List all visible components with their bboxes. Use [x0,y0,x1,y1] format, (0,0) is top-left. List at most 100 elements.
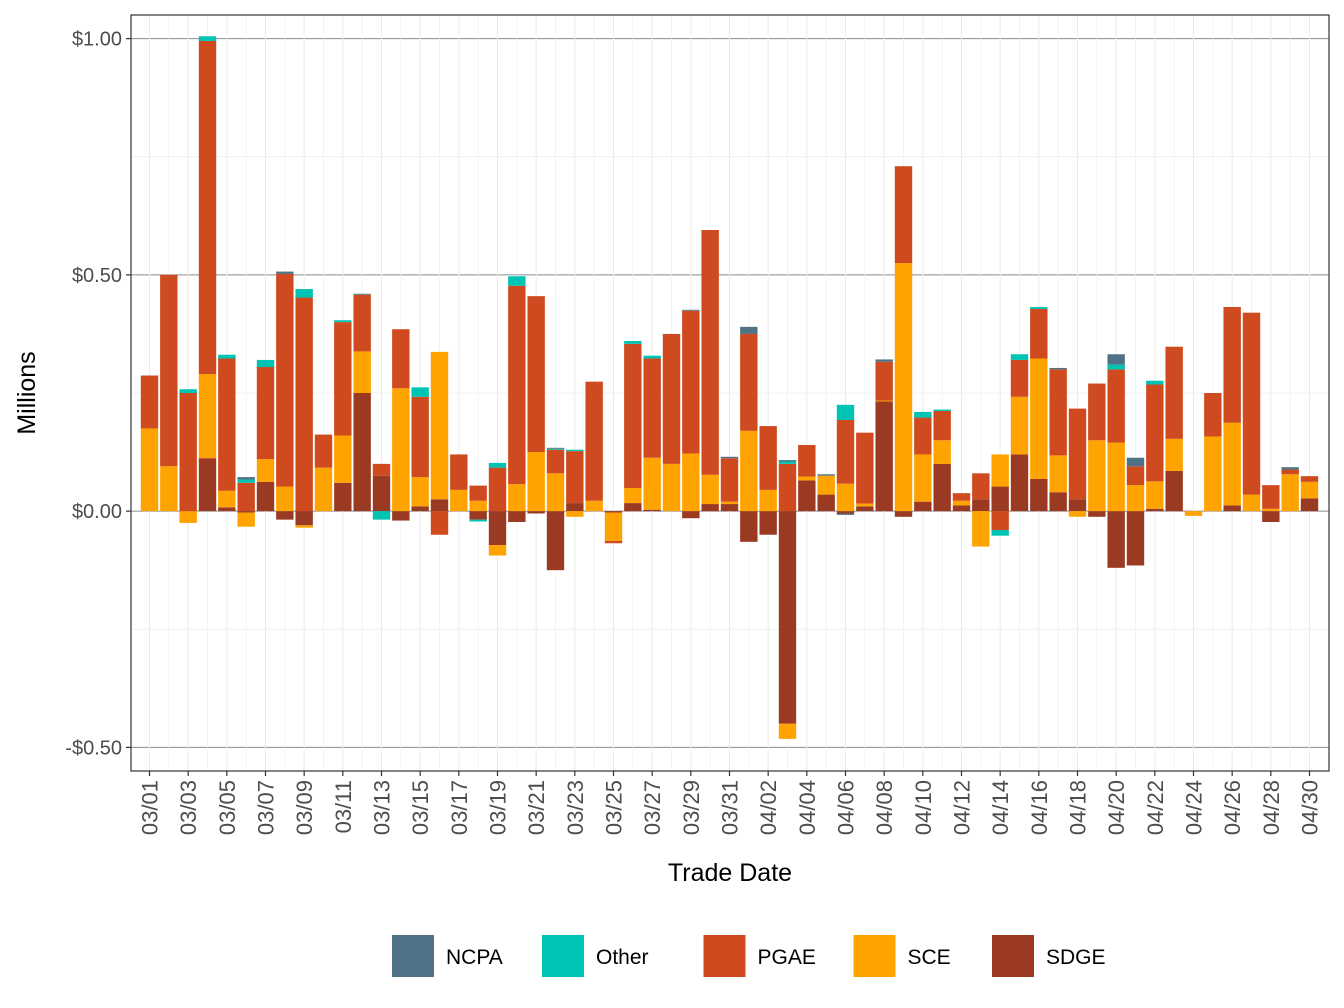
bar-segment-pgae-04-30 [1300,476,1319,482]
bar-segment-sdge-03-25 [604,511,623,513]
bar-segment-sce-03-08 [276,486,294,512]
bar-segment-pgae-03-27 [643,358,661,458]
legend-key-pgae [703,935,746,977]
bar-segment-pgae-03-20 [508,285,526,485]
bar-segment-sce-04-23 [1165,438,1183,471]
bar-segment-pgae-04-21 [1126,466,1145,486]
x-tick-label: 04/08 [872,780,897,835]
bar-segment-other-04-03 [778,461,797,464]
x-axis: 03/01 03/03 03/05 03/07 03/09 03/11 03/13 03/15… [138,771,1323,835]
bar-segment-pgae-03-16 [430,511,449,535]
bar-segment-sce-04-14 [991,454,1009,487]
bar-segment-sce-04-04 [798,476,816,481]
x-tick-label: 04/10 [911,780,936,835]
bar-segment-sce-04-02 [759,489,777,512]
x-tick-label: 03/29 [679,780,704,835]
bar-segment-pgae-03-17 [450,454,468,490]
bar-segment-sce-03-01 [140,428,159,512]
legend-label-ncpa: NCPA [446,946,503,969]
y-axis: $1.00 $0.50 $0.00 -$0.50 [65,29,131,759]
x-tick-label: 04/26 [1220,780,1245,835]
bar-segment-pgae-03-29 [682,310,700,454]
bar-segment-ncpa-04-17 [1049,367,1067,370]
bar-segment-sce-04-18 [1068,511,1087,517]
x-tick-label: 03/11 [331,780,356,833]
bar-segment-sdge-04-17 [1049,492,1067,512]
bar-segment-sce-04-20 [1107,442,1125,512]
x-tick-label: 03/23 [563,780,588,835]
legend: NCPA Other PGAE SCE SDGE [392,935,1106,977]
bar-segment-sce-03-26 [624,487,642,504]
bar-segment-sce-04-21 [1126,485,1145,512]
bar-segment-pgae-03-15 [411,396,429,478]
bar-segment-sdge-04-14 [991,486,1009,512]
bar-segment-sce-04-01 [740,430,758,512]
bar-segment-sce-04-24 [1184,511,1203,516]
bar-segment-pgae-03-26 [624,343,642,488]
bar-segment-sdge-04-10 [914,501,932,512]
bar-segment-pgae-03-10 [314,434,333,468]
bar-segment-other-04-22 [1146,380,1164,385]
bar-segment-pgae-04-23 [1165,346,1183,439]
bar-segment-other-03-07 [256,359,275,368]
bar-segment-sce-03-27 [643,457,661,510]
bar-segment-sdge-03-04 [198,458,217,512]
bar-segment-sdge-04-07 [856,506,874,512]
bar-segment-sdge-03-13 [372,475,391,512]
bar-segment-sdge-04-30 [1300,498,1319,512]
bar-segment-pgae-03-13 [372,463,391,476]
bar-segment-ncpa-03-22 [546,447,565,449]
bar-segment-ncpa-03-08 [276,271,294,274]
bar-segment-pgae-03-28 [662,333,681,464]
bar-segment-ncpa-04-05 [817,474,835,476]
x-tick-label: 04/16 [1027,780,1052,835]
bar-segment-sdge-03-30 [701,504,719,512]
bar-segment-sce-03-14 [392,388,410,512]
bar-segment-sce-03-30 [701,474,719,505]
bar-segment-sce-04-09 [894,263,913,512]
bar-segment-sdge-04-04 [798,480,816,512]
bar-segment-sdge-03-11 [334,482,352,512]
bar-segment-other-03-22 [546,448,565,450]
bar-segment-pgae-04-17 [1049,369,1067,456]
bar-segment-sce-03-02 [160,466,178,512]
bar-segment-pgae-03-21 [527,296,545,453]
bar-segment-pgae-04-16 [1030,308,1048,359]
bar-segment-sce-04-30 [1300,481,1319,499]
bar-segment-sdge-04-20 [1107,511,1125,568]
x-tick-label: 03/31 [718,780,743,835]
bar-segment-pgae-04-06 [836,419,855,484]
bar-segment-sce-03-24 [585,500,603,512]
bar-segment-sdge-03-29 [682,511,700,519]
y-tick-label: -$0.50 [65,737,122,759]
x-axis-title: Trade Date [668,859,792,887]
legend-key-other [542,935,584,977]
bar-segment-sdge-04-11 [933,463,951,512]
x-tick-label: 03/21 [524,780,549,835]
bar-segment-pgae-03-19 [488,467,507,512]
bar-segment-pgae-04-19 [1088,383,1106,441]
bar-segment-sdge-04-01 [740,511,758,542]
x-tick-label: 03/07 [254,780,279,835]
bar-segment-sdge-04-19 [1088,511,1106,517]
bar-segment-sce-03-04 [198,374,217,459]
bar-segment-other-03-09 [295,289,313,298]
legend-key-sce [853,935,896,977]
bar-segment-sce-03-18 [469,500,487,512]
x-tick-label: 03/25 [602,780,627,835]
bar-segment-pgae-03-09 [295,297,313,512]
bar-segment-sce-04-06 [836,483,855,512]
y-tick-label: $0.00 [72,501,122,523]
bar-segment-ncpa-04-20 [1107,354,1125,365]
bar-segment-pgae-04-13 [972,473,990,500]
bar-segment-ncpa-03-12 [353,293,371,295]
bar-segment-sce-04-12 [952,500,971,506]
bar-segment-pgae-03-23 [566,451,584,504]
bar-segment-sdge-04-13 [972,499,990,512]
y-axis-title: Millions [13,351,41,434]
legend-label-pgae: PGAE [758,946,816,969]
bar-segment-pgae-04-09 [894,166,913,264]
bar-segment-sce-03-20 [508,484,526,512]
bar-segment-sce-03-17 [450,489,468,512]
